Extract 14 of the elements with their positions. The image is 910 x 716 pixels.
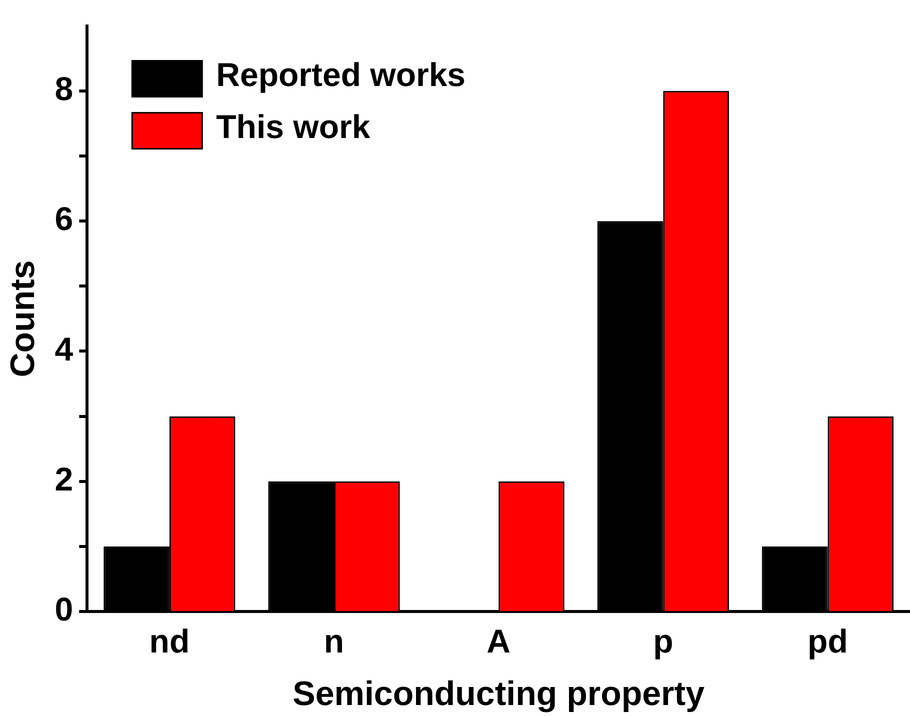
y-axis-title: Counts: [4, 260, 42, 378]
x-tick-label: p: [653, 622, 674, 660]
y-tick-label: 2: [54, 460, 74, 498]
x-tick-label: n: [324, 622, 344, 660]
legend-label: This work: [216, 108, 371, 145]
y-tick-label: 6: [54, 200, 74, 238]
y-tick-label: 4: [54, 330, 74, 368]
legend-label: Reported works: [216, 56, 466, 93]
x-tick-label: A: [486, 622, 510, 660]
y-tick-label: 0: [54, 590, 74, 628]
y-tick-label: 8: [54, 70, 74, 107]
x-axis-title: Semiconducting property: [292, 674, 705, 713]
x-tick-label: pd: [808, 622, 848, 660]
x-tick-label: nd: [149, 622, 190, 660]
